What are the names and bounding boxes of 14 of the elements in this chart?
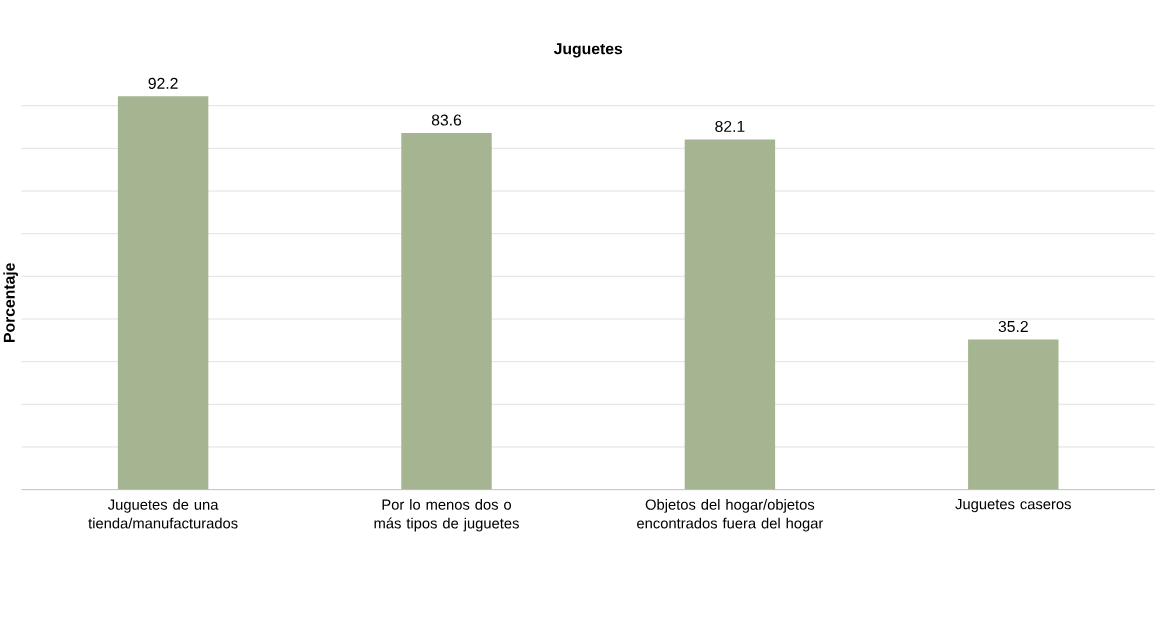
- x-tick-label: Por lo menos dos o más tipos de juguetes: [374, 498, 519, 532]
- bar: [684, 139, 776, 490]
- x-tick-label: Juguetes de una tienda/manufacturados: [88, 498, 238, 529]
- data-label: 82.1: [715, 120, 745, 132]
- bar: [968, 339, 1059, 490]
- data-label: 35.2: [998, 320, 1028, 332]
- data-label: 92.2: [148, 77, 178, 89]
- data-label: 83.6: [431, 114, 462, 126]
- x-tick-label: Objetos del hogar/objetos encontrados fuera del hogar: [637, 498, 824, 532]
- y-axis-title: Porcentaje: [3, 263, 18, 342]
- bar: [401, 132, 492, 490]
- x-tick-label: Juguetes caseros: [955, 498, 1071, 513]
- bar: [117, 96, 209, 490]
- chart-title: Juguetes: [553, 43, 623, 58]
